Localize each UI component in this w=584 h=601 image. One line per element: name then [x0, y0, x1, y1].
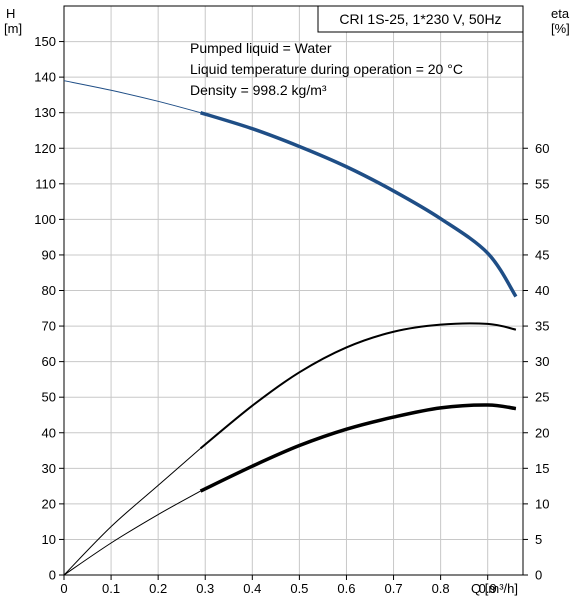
x-tick-label: 0.8 — [432, 581, 450, 596]
x-axis-label: Q [m³/h] — [471, 581, 518, 596]
y-left-tick-label: 150 — [34, 34, 56, 49]
y-left-label: H — [6, 6, 15, 21]
y-left-tick-label: 120 — [34, 141, 56, 156]
x-tick-label: 0.4 — [243, 581, 261, 596]
y-right-tick-label: 30 — [535, 354, 549, 369]
y-left-tick-label: 60 — [42, 354, 56, 369]
y-left-tick-label: 0 — [49, 568, 56, 583]
y-left-tick-label: 100 — [34, 212, 56, 227]
y-right-tick-label: 35 — [535, 319, 549, 334]
eta-total-curve-extension — [63, 490, 201, 576]
y-right-tick-label: 60 — [535, 141, 549, 156]
eta-pump-curve — [199, 322, 517, 450]
x-tick-label: 0.7 — [384, 581, 402, 596]
title-box: CRI 1S-25, 1*230 V, 50Hz — [317, 5, 524, 33]
y-right-label: eta — [551, 6, 570, 21]
y-right-tick-label: 0 — [535, 568, 542, 583]
y-right-tick-label: 10 — [535, 496, 549, 511]
grid — [64, 6, 523, 575]
y-left-tick-label: 40 — [42, 425, 56, 440]
curves — [63, 80, 518, 576]
y-right-unit: [%] — [551, 21, 570, 36]
y-right-tick-label: 20 — [535, 425, 549, 440]
info-liquid-temperature: Liquid temperature during operation = 20… — [190, 61, 463, 77]
chart-title: CRI 1S-25, 1*230 V, 50Hz — [339, 11, 501, 27]
y-left-tick-label: 30 — [42, 461, 56, 476]
y-right-tick-label: 5 — [535, 532, 542, 547]
axis-ticks: 0102030405060708090100110120130140150051… — [34, 34, 549, 596]
y-right-tick-label: 55 — [535, 176, 549, 191]
y-left-tick-label: 20 — [42, 496, 56, 511]
x-tick-label: 0.9 — [479, 581, 497, 596]
x-tick-label: 0.6 — [337, 581, 355, 596]
y-right-tick-label: 15 — [535, 461, 549, 476]
y-left-tick-label: 130 — [34, 105, 56, 120]
x-tick-label: 0 — [60, 581, 67, 596]
info-density: Density = 998.2 kg/m³ — [190, 82, 327, 98]
y-left-tick-label: 140 — [34, 70, 56, 85]
y-left-tick-label: 50 — [42, 390, 56, 405]
x-tick-label: 0.1 — [102, 581, 120, 596]
y-right-tick-label: 40 — [535, 283, 549, 298]
x-tick-label: 0.2 — [149, 581, 167, 596]
y-right-tick-label: 25 — [535, 390, 549, 405]
x-tick-label: 0.5 — [290, 581, 308, 596]
head-curve — [200, 111, 518, 298]
x-tick-label: 0.3 — [196, 581, 214, 596]
head-curve-extension — [63, 80, 201, 114]
eta-pump-curve-extension — [63, 448, 201, 576]
info-pumped-liquid: Pumped liquid = Water — [190, 40, 332, 56]
y-right-tick-label: 50 — [535, 212, 549, 227]
y-right-tick-label: 45 — [535, 247, 549, 262]
y-left-unit: [m] — [4, 21, 22, 36]
y-left-tick-label: 110 — [35, 176, 56, 191]
y-left-tick-label: 70 — [42, 319, 56, 334]
y-left-tick-label: 10 — [42, 532, 56, 547]
y-left-tick-label: 80 — [42, 283, 56, 298]
eta-total-curve — [199, 403, 517, 493]
y-left-tick-label: 90 — [42, 247, 56, 262]
